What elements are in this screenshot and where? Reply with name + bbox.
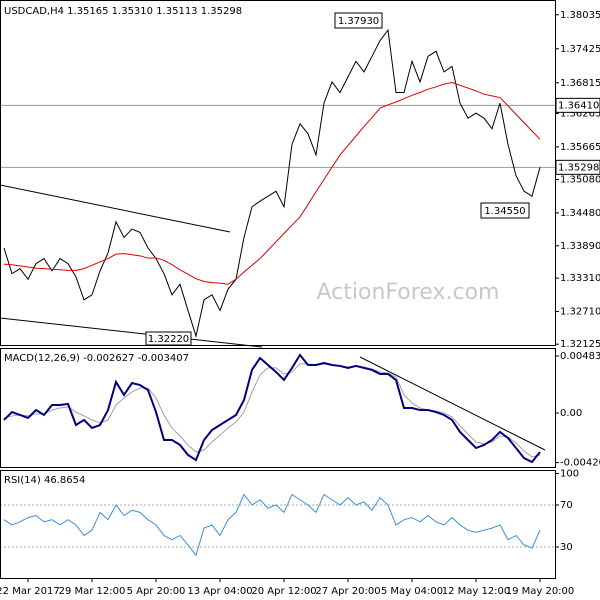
x-tick-label: 27 Apr 20:00 [315, 586, 380, 597]
x-tick-label: 5 Apr 20:00 [127, 586, 186, 597]
annotation-box [145, 331, 192, 346]
y-tick-label: 100 [560, 469, 579, 480]
x-tick-label: 29 Mar 12:00 [59, 586, 126, 597]
y-tick-label: 1.32710 [560, 307, 600, 318]
y-tick-label: 1.38035 [560, 10, 600, 21]
annotation: 1.34550 [484, 206, 525, 217]
panel-title: RSI(14) 46.8654 [4, 475, 85, 486]
annotation: 1.32220 [148, 334, 189, 345]
price-label-box [555, 159, 600, 175]
trend-line [0, 184, 231, 233]
x-tick-label: 20 Apr 12:00 [251, 586, 316, 597]
trend-line [0, 317, 263, 348]
y-tick-label: 0.00 [560, 408, 582, 419]
x-tick-label: 13 Apr 04:00 [187, 586, 252, 597]
y-tick-label: 1.36815 [560, 78, 600, 89]
y-tick-label: 1.35665 [560, 142, 600, 153]
price-label-box [555, 97, 600, 113]
annotation-box [480, 202, 530, 219]
price-label: 1.36410 [558, 100, 599, 111]
x-tick-label: 22 Mar 2017 [0, 586, 60, 597]
series-line [3, 353, 541, 464]
panel-frame [0, 348, 556, 468]
y-tick-label: 1.35080 [560, 174, 600, 185]
y-tick-label: 1.32125 [560, 339, 600, 350]
y-tick-label: 1.33890 [560, 241, 600, 252]
x-tick-label: 12 May 12:00 [442, 586, 511, 597]
panel-frame [0, 470, 556, 579]
watermark: ActionForex.com [317, 280, 500, 305]
y-tick-label: 0.004831 [560, 351, 600, 362]
y-tick-label: 70 [560, 500, 573, 511]
price-label: 1.35298 [558, 162, 599, 173]
y-tick-label: 1.37425 [560, 44, 600, 55]
series-line [3, 493, 541, 557]
panel-title: MACD(12,26,9) -0.002627 -0.003407 [4, 353, 189, 364]
series-line [3, 81, 541, 285]
y-tick-label: 1.34480 [560, 208, 600, 219]
y-tick-label: -0.004206 [560, 458, 600, 469]
annotation-box [334, 12, 383, 29]
y-tick-label: 30 [560, 542, 573, 553]
x-tick-label: 5 May 04:00 [381, 586, 443, 597]
trend-line [359, 356, 546, 451]
y-tick-label: 1.33310 [560, 273, 600, 284]
x-tick-label: 19 May 20:00 [506, 586, 575, 597]
annotation: 1.37930 [338, 16, 379, 27]
chart-title: USDCAD,H4 1.35165 1.35310 1.35113 1.3529… [4, 6, 242, 17]
y-tick-label: 1.36265 [560, 108, 600, 119]
series-line [3, 28, 541, 339]
